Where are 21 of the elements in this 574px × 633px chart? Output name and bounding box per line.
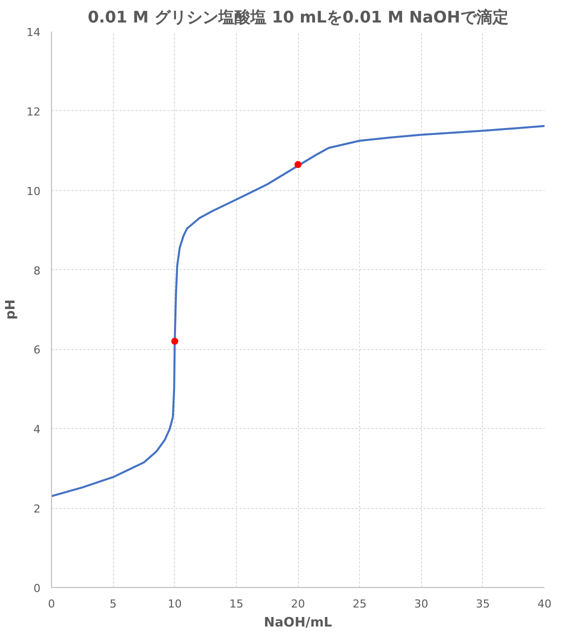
x-tick-label: 40 — [538, 598, 552, 610]
x-tick-label: 30 — [414, 598, 428, 610]
y-tick-label: 2 — [34, 502, 40, 516]
x-axis-title: NaOH/mL — [264, 616, 332, 630]
y-axis-title: pH — [4, 299, 19, 320]
y-tick-label: 12 — [26, 105, 41, 118]
line-series — [52, 125, 544, 498]
y-tick-label: 10 — [26, 184, 41, 198]
x-tick-label: 20 — [291, 598, 305, 610]
y-tick-label: 14 — [26, 26, 41, 39]
x-tick-label: 35 — [476, 598, 490, 610]
x-tick-label: 25 — [352, 598, 367, 610]
y-tick-label: 0 — [34, 582, 40, 595]
x-tick-label: 10 — [168, 598, 182, 610]
y-tick-label: 8 — [34, 264, 40, 278]
x-tick-label: 15 — [229, 598, 244, 610]
x-tick-label: 5 — [110, 598, 117, 610]
x-tick-label: 0 — [48, 598, 55, 610]
y-tick-label: 6 — [34, 344, 40, 357]
y-tick-label: 4 — [34, 423, 40, 436]
chart-title: 0.01 M グリシン塩酸塩 10 mLを0.01 M NaOHで滴定 — [88, 8, 508, 26]
